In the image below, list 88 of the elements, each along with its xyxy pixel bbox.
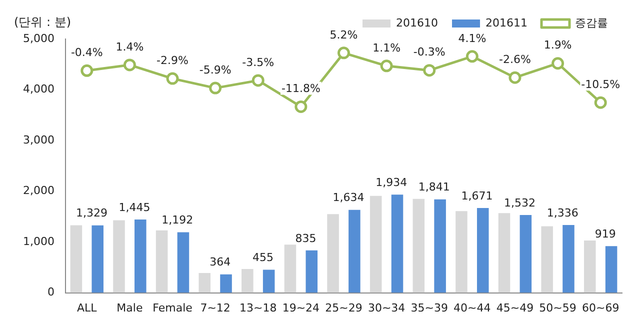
bar [476,208,489,293]
data-label: 364 [210,256,231,269]
bar [541,226,553,293]
data-label: 1.4% [116,40,144,54]
x-tick-label: Female [152,301,193,314]
bar [113,220,125,293]
x-tick-label: 50~59 [539,301,576,314]
point [123,58,136,72]
data-label: 835 [295,232,316,245]
bar [498,213,510,293]
bar [605,246,618,293]
bar [412,198,425,293]
point [552,57,564,70]
x-tick-label: 13~18 [240,301,277,314]
bar [434,199,446,293]
y-axis-title: (단위 : 분) [14,14,72,31]
y-tick-label: 3,000 [22,133,54,146]
bar [70,225,82,293]
bar [262,270,275,293]
data-label: -11.8% [281,82,320,96]
data-label: -10.5% [581,78,620,91]
legend-label: 201610 [396,16,438,30]
data-label: -2.6% [499,52,531,66]
point [466,50,478,63]
bar [562,224,574,293]
point [423,64,436,77]
y-tick-label: 2,000 [22,184,54,198]
data-label: 1.1% [372,41,401,54]
data-label: -0.3% [413,46,446,59]
data-label: 1,329 [76,206,108,220]
point [508,71,522,84]
y-tick-label: 5,000 [22,32,54,45]
x-tick-label: 60~69 [582,301,620,314]
data-label: 1,841 [418,180,450,194]
bar [177,232,190,293]
bar [134,219,146,293]
data-label: 5.2% [330,28,358,42]
bar [327,214,339,293]
y-tick-label: 1,000 [22,234,54,248]
bar [456,211,468,293]
bar [92,225,104,293]
bar [220,274,232,293]
bar [306,250,318,293]
point [294,100,308,113]
x-tick-label: 45~49 [496,301,534,314]
bar [391,194,404,293]
x-tick-label: 7~12 [200,301,230,314]
x-tick-label: 35~39 [410,301,448,314]
data-label: -5.9% [199,63,232,76]
data-label: 1,336 [546,206,578,220]
data-label: 455 [252,251,274,264]
point [166,72,179,85]
bar [198,273,211,293]
bar [520,215,532,293]
bar [348,210,360,293]
point [380,60,393,72]
x-tick-label: Male [116,301,143,314]
bar [584,240,596,293]
x-tick-label: 25~29 [325,301,362,314]
point [80,64,94,77]
data-label: 4.1% [458,32,486,45]
x-tick-label: 40~44 [454,301,491,314]
data-label: 1,934 [376,176,408,189]
bar [242,268,254,293]
data-label: 1,445 [118,200,150,214]
data-label: -2.9% [156,54,188,67]
x-tick-label: 30~34 [368,301,406,314]
y-tick-label: 0 [47,286,54,299]
point [594,96,607,109]
data-label: -0.4% [70,46,103,60]
data-label: 1,192 [162,214,194,227]
data-label: 1,532 [504,196,536,210]
point [252,74,264,87]
legend-label: 증감률 [575,16,608,30]
point [209,82,222,94]
bar [156,230,168,293]
bar [370,196,382,293]
bar [284,244,296,293]
data-label: 919 [594,228,616,241]
x-tick-label: 19~24 [282,301,320,314]
data-label: 1,671 [461,189,493,202]
data-label: -3.5% [242,56,274,69]
y-tick-label: 4,000 [22,82,54,96]
point [337,46,350,60]
legend-label: 201611 [486,16,528,30]
x-tick-label: ALL [76,301,98,314]
data-label: 1.9% [544,38,572,52]
data-label: 1,634 [332,191,364,204]
